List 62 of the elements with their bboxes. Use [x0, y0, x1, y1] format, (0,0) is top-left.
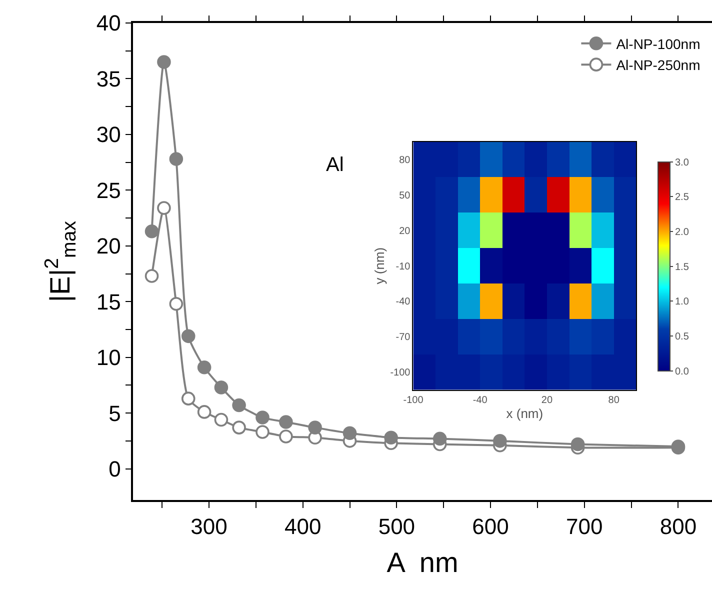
- y-tick-label: -70: [396, 332, 411, 344]
- color-bar-label: 3.0: [675, 157, 690, 168]
- color-bar-label: 1.0: [675, 296, 690, 308]
- color-bar-label: 2.5: [675, 192, 690, 204]
- point: [342, 426, 357, 440]
- x-tick-label: 20: [541, 394, 553, 406]
- x-tick-label: 80: [608, 394, 620, 406]
- y-tick-label: 0: [108, 456, 121, 482]
- point: [197, 405, 212, 419]
- x-axis-title: A nm: [386, 546, 458, 578]
- y-tick-label: -100: [390, 368, 411, 379]
- point: [570, 437, 585, 452]
- point: [232, 398, 246, 412]
- x-axis-title: x (nm): [506, 406, 544, 421]
- color-bar-label: 2.0: [675, 226, 690, 238]
- y-tick-label: 10: [96, 345, 121, 370]
- x-tick-label: 300: [190, 514, 228, 540]
- color-bar-label: 0.5: [675, 331, 690, 342]
- point: [384, 430, 398, 444]
- point: [169, 152, 184, 166]
- x-tick-label: -40: [472, 394, 488, 406]
- point: [308, 420, 322, 434]
- y-tick-label: -10: [396, 261, 411, 272]
- point: [169, 296, 184, 311]
- y-tick-label: 5: [108, 400, 121, 426]
- y-tick-label: 40: [96, 10, 121, 36]
- x-tick-label: 400: [284, 514, 322, 540]
- point: [144, 269, 159, 283]
- annotation: Al: [326, 154, 344, 176]
- y-axis-title: y (nm): [372, 247, 388, 284]
- point: [493, 434, 507, 448]
- y-tick-label: 15: [96, 289, 121, 314]
- point: [279, 415, 293, 429]
- y-tick-label: 20: [399, 226, 411, 237]
- legend-label: Al-NP-250nm: [616, 57, 700, 74]
- point: [181, 392, 196, 406]
- point: [157, 55, 171, 69]
- x-tick-label: 800: [660, 514, 697, 540]
- point: [214, 412, 228, 427]
- x-tick-label: 500: [378, 514, 416, 540]
- point: [157, 201, 171, 215]
- point: [256, 425, 270, 439]
- point: [181, 329, 196, 344]
- y-tick-label: 50: [399, 190, 411, 202]
- x-tick-label: 700: [566, 514, 603, 540]
- point: [279, 430, 293, 444]
- point: [197, 360, 212, 374]
- x-tick-label: 600: [472, 514, 509, 540]
- y-tick-label: 20: [96, 234, 121, 259]
- y-tick-label: 30: [96, 122, 121, 148]
- y-tick-label: 25: [96, 178, 121, 203]
- color-bar-label: 0.0: [675, 366, 690, 378]
- y-tick-label: 35: [96, 66, 121, 92]
- y-tick-label: -40: [396, 296, 411, 308]
- point: [232, 420, 246, 434]
- legend-label: Al-NP-100nm: [616, 36, 700, 52]
- point: [144, 224, 159, 238]
- point: [432, 432, 447, 446]
- y-tick-label: 80: [399, 154, 411, 166]
- point: [256, 410, 270, 424]
- point: [214, 380, 228, 394]
- color-bar-label: 1.5: [675, 262, 690, 273]
